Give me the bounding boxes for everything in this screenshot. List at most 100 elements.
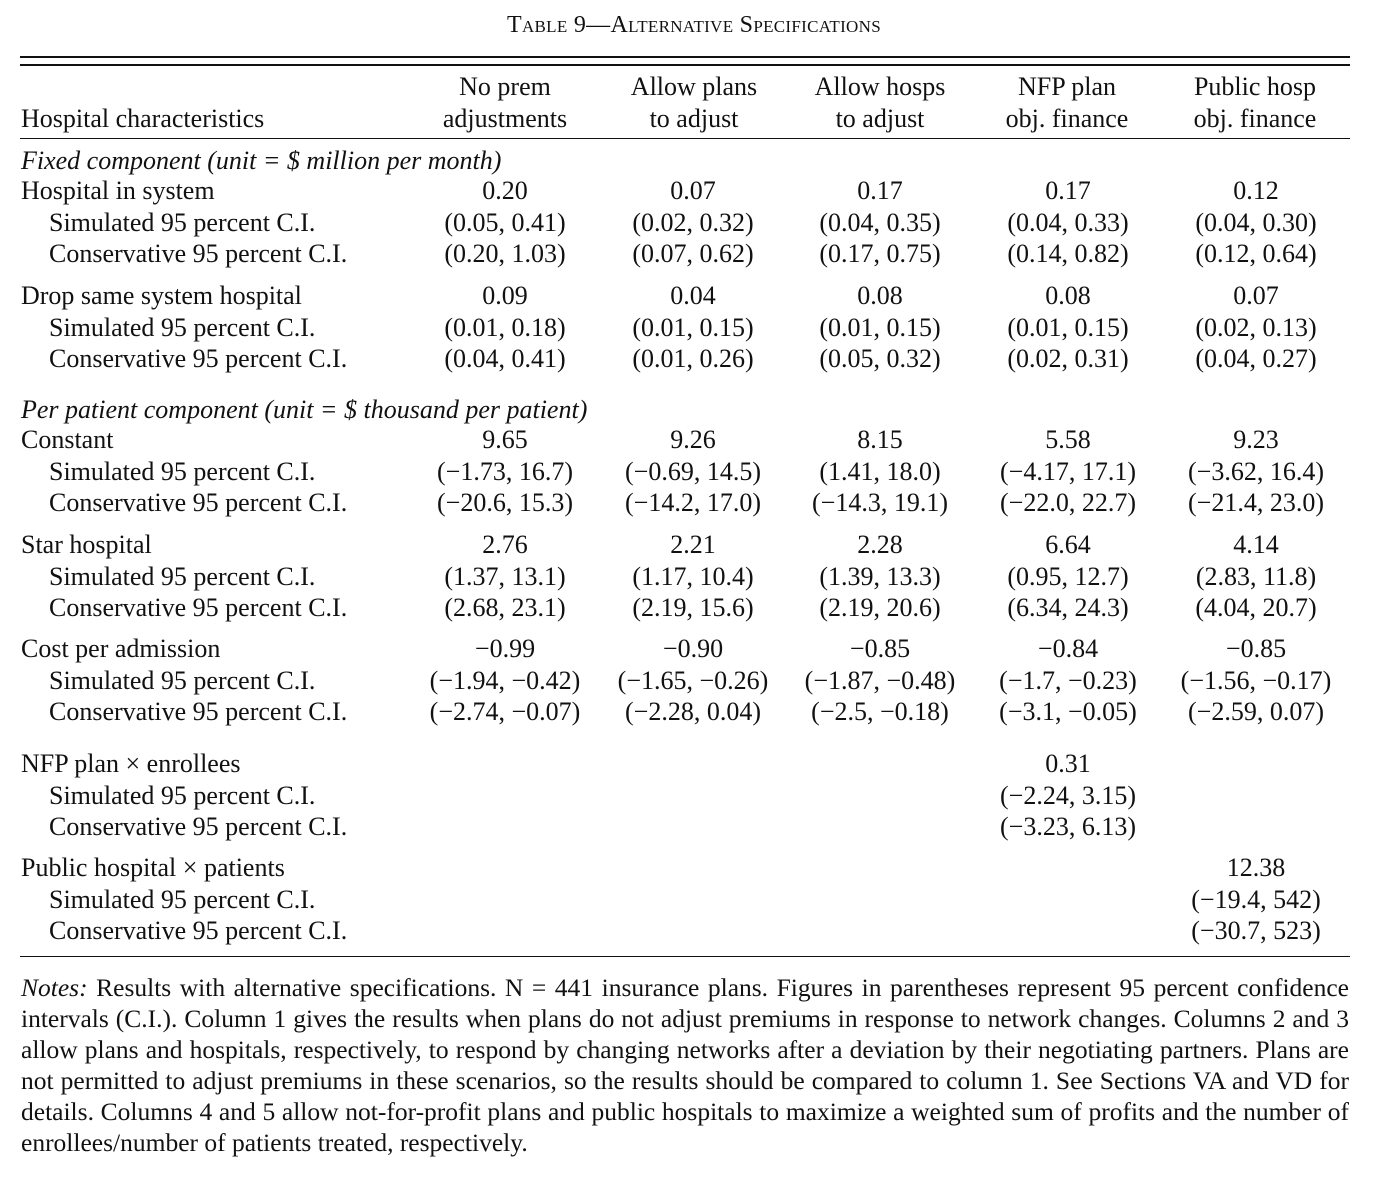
column-header-1-line1: No prem (459, 72, 551, 101)
column-header-2-line1: Allow plans (630, 72, 758, 101)
simulated-ci-cell: (2.83, 11.8) (1195, 561, 1317, 591)
simulated-ci-cell: (0.01, 0.15) (819, 312, 941, 342)
simulated-ci-cell: (0.01, 0.15) (632, 312, 754, 342)
conservative-ci-label: Conservative 95 percent C.I. (49, 344, 348, 373)
simulated-ci-cell: (0.01, 0.18) (444, 312, 566, 342)
conservative-ci-label: Conservative 95 percent C.I. (49, 239, 348, 268)
simulated-ci-label: Simulated 95 percent C.I. (49, 456, 316, 486)
header-rule (20, 138, 1350, 140)
simulated-ci-cell: (1.41, 18.0) (819, 456, 941, 486)
estimate-cell: 12.38 (1226, 853, 1286, 882)
simulated-ci-cell: (−1.73, 16.7) (437, 456, 573, 486)
estimate-cell: 0.08 (857, 281, 903, 310)
simulated-ci-cell: (0.02, 0.13) (1195, 312, 1317, 342)
simulated-ci-cell: (0.04, 0.35) (819, 207, 941, 237)
conservative-ci-cell: (0.07, 0.62) (632, 239, 754, 268)
column-header-4-line2: obj. finance (1005, 104, 1129, 133)
simulated-ci-cell: (−19.4, 542) (1191, 884, 1321, 914)
simulated-ci-cell: (0.04, 0.30) (1195, 207, 1317, 237)
estimate-cell: −0.85 (1225, 634, 1287, 663)
column-header-1-line2: adjustments (442, 104, 568, 133)
column-header-3-line2: to adjust (835, 104, 925, 133)
column-header-5: Public hosp obj. finance (1157, 71, 1353, 135)
section-title: Fixed component (unit = $ million per mo… (21, 146, 502, 175)
column-header-4: NFP plan obj. finance (969, 71, 1165, 135)
simulated-ci-label: Simulated 95 percent C.I. (49, 312, 316, 342)
estimate-cell: 9.26 (670, 425, 716, 454)
estimate-cell: 0.12 (1233, 176, 1279, 205)
estimate-cell: 0.07 (670, 176, 716, 205)
conservative-ci-cell: (−14.2, 17.0) (625, 488, 761, 517)
section-title: Per patient component (unit = $ thousand… (21, 395, 588, 424)
conservative-ci-cell: (−3.23, 6.13) (1000, 812, 1136, 841)
estimate-cell: 0.08 (1045, 281, 1091, 310)
conservative-ci-cell: (0.02, 0.31) (1007, 344, 1129, 373)
estimate-cell: 6.64 (1045, 530, 1091, 559)
estimate-cell: 8.15 (857, 425, 903, 454)
simulated-ci-cell: (1.17, 10.4) (632, 561, 754, 591)
simulated-ci-cell: (−0.69, 14.5) (625, 456, 761, 486)
conservative-ci-cell: (−2.59, 0.07) (1188, 697, 1324, 726)
conservative-ci-cell: (−30.7, 523) (1191, 916, 1321, 945)
column-header-3: Allow hosps to adjust (782, 71, 978, 135)
simulated-ci-label: Simulated 95 percent C.I. (49, 207, 316, 237)
conservative-ci-label: Conservative 95 percent C.I. (49, 697, 348, 726)
estimate-cell: 0.20 (482, 176, 528, 205)
row-label: NFP plan × enrollees (21, 749, 241, 778)
estimate-cell: 0.31 (1045, 749, 1091, 778)
conservative-ci-cell: (0.12, 0.64) (1195, 239, 1317, 268)
conservative-ci-cell: (0.20, 1.03) (444, 239, 566, 268)
simulated-ci-label: Simulated 95 percent C.I. (49, 665, 316, 695)
simulated-ci-cell: (1.39, 13.3) (819, 561, 941, 591)
conservative-ci-cell: (0.04, 0.27) (1195, 344, 1317, 373)
estimate-cell: 2.76 (482, 530, 528, 559)
conservative-ci-cell: (−2.74, −0.07) (429, 697, 581, 726)
simulated-ci-cell: (0.95, 12.7) (1007, 561, 1129, 591)
simulated-ci-cell: (−3.62, 16.4) (1188, 456, 1324, 486)
conservative-ci-cell: (−14.3, 19.1) (812, 488, 948, 517)
column-header-3-line1: Allow hosps (814, 72, 946, 101)
conservative-ci-cell: (0.01, 0.26) (632, 344, 754, 373)
simulated-ci-cell: (1.37, 13.1) (444, 561, 566, 591)
estimate-cell: 2.21 (670, 530, 716, 559)
estimate-cell: −0.90 (662, 634, 724, 663)
conservative-ci-cell: (0.17, 0.75) (819, 239, 941, 268)
top-rule-2 (20, 64, 1350, 66)
notes-text: Results with alternative specifications.… (21, 973, 1349, 1157)
simulated-ci-cell: (0.04, 0.33) (1007, 207, 1129, 237)
column-header-4-line1: NFP plan (1018, 72, 1116, 101)
column-header-5-line1: Public hosp (1193, 72, 1317, 101)
conservative-ci-cell: (0.05, 0.32) (819, 344, 941, 373)
estimate-cell: −0.84 (1037, 634, 1099, 663)
notes-lead: Notes: (21, 973, 88, 1002)
estimate-cell: 0.09 (482, 281, 528, 310)
conservative-ci-cell: (2.19, 15.6) (632, 593, 754, 622)
estimate-cell: −0.99 (474, 634, 536, 663)
estimate-cell: 0.07 (1233, 281, 1279, 310)
simulated-ci-cell: (−1.94, −0.42) (429, 665, 581, 695)
bottom-rule (20, 956, 1350, 958)
row-label: Hospital in system (21, 176, 215, 205)
table-title: Table 9—Alternative Specifications (507, 12, 881, 38)
estimate-cell: 9.65 (482, 425, 528, 454)
column-header-1: No prem adjustments (407, 71, 603, 135)
row-label: Star hospital (21, 530, 152, 559)
column-header-2-line2: to adjust (649, 104, 739, 133)
row-label: Cost per admission (21, 634, 221, 663)
simulated-ci-cell: (0.01, 0.15) (1007, 312, 1129, 342)
simulated-ci-cell: (−1.56, −0.17) (1180, 665, 1332, 695)
conservative-ci-cell: (−3.1, −0.05) (999, 697, 1137, 726)
simulated-ci-label: Simulated 95 percent C.I. (49, 884, 316, 914)
row-label: Drop same system hospital (21, 281, 302, 310)
conservative-ci-label: Conservative 95 percent C.I. (49, 812, 348, 841)
top-rule-1 (20, 56, 1350, 58)
simulated-ci-label: Simulated 95 percent C.I. (49, 780, 316, 810)
row-label-header: Hospital characteristics (21, 104, 265, 133)
estimate-cell: 4.14 (1233, 530, 1279, 559)
estimate-cell: 5.58 (1045, 425, 1091, 454)
conservative-ci-cell: (−2.28, 0.04) (625, 697, 761, 726)
conservative-ci-cell: (6.34, 24.3) (1007, 593, 1129, 622)
conservative-ci-cell: (0.14, 0.82) (1007, 239, 1129, 268)
column-header-5-line2: obj. finance (1193, 104, 1317, 133)
